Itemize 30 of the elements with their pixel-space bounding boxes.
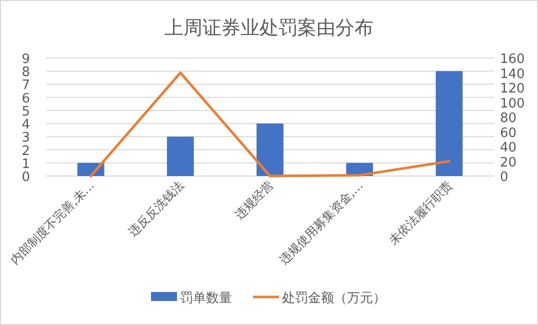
y2-tick-label: 120: [500, 82, 525, 96]
legend-label: 处罚金额（万元）: [282, 291, 386, 306]
x-tick-label: 违规使用募集资金,…: [276, 178, 366, 268]
legend-label: 罚单数量: [180, 291, 232, 306]
y-tick-label: 2: [22, 144, 30, 159]
y-tick-label: 8: [22, 65, 30, 80]
y2-tick-label: 160: [500, 52, 525, 67]
bar: [436, 71, 463, 176]
x-tick-label: 未依法履行职责: [386, 178, 456, 248]
y-tick-label: 9: [22, 52, 30, 67]
y-tick-label: 1: [22, 156, 30, 172]
y-tick-label: 3: [22, 130, 30, 146]
y-tick-label: 4: [22, 118, 30, 133]
x-tick-label: 违规经营: [232, 178, 276, 222]
y-tick-label: 7: [22, 78, 30, 94]
y2-tick-label: 140: [500, 66, 525, 82]
y2-tick-label: 40: [500, 140, 517, 156]
y-tick-label: 6: [22, 91, 30, 106]
line-series: [90, 72, 450, 178]
y2-tick-label: 20: [500, 155, 517, 170]
x-tick-label: 违反反洗钱法: [126, 178, 187, 240]
bar: [166, 136, 194, 176]
bar: [256, 124, 284, 176]
y-tick-label: 5: [22, 104, 30, 120]
title: 上周证券业处罚案由分布: [164, 17, 374, 39]
y2-tick-label: 100: [500, 96, 525, 112]
y-tick-label: 0: [22, 170, 30, 185]
y2-tick-label: 80: [500, 111, 517, 126]
y2-tick-label: 0: [500, 170, 508, 185]
y2-tick-label: 60: [500, 126, 517, 141]
